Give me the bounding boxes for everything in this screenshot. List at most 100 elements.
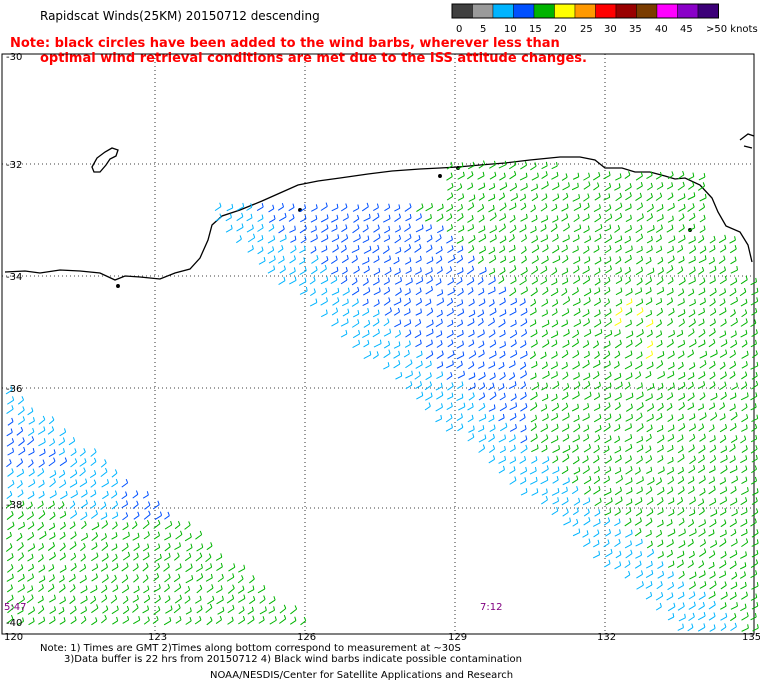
wind-barb — [405, 384, 413, 390]
wind-barb-tick — [608, 528, 612, 534]
wind-barb — [101, 588, 108, 594]
wind-barb — [561, 500, 569, 506]
wind-barb-tick — [345, 203, 348, 208]
wind-barb-tick — [587, 465, 590, 470]
wind-barb — [752, 491, 759, 496]
wind-barb-tick — [555, 351, 558, 356]
wind-barb-tick — [609, 318, 613, 323]
wind-barb — [290, 239, 297, 243]
wind-barb — [17, 610, 24, 615]
wind-barb — [478, 365, 485, 369]
wind-barb-tick — [544, 351, 547, 356]
wind-barb — [7, 451, 14, 456]
wind-barb — [447, 385, 454, 391]
wind-barb-tick — [712, 424, 715, 429]
wind-barb-tick — [556, 215, 559, 220]
wind-barb — [38, 462, 45, 468]
wind-barb — [425, 217, 432, 222]
wind-barb — [435, 237, 442, 243]
wind-barb-tick — [556, 319, 559, 324]
wind-barb-tick — [545, 361, 548, 366]
wind-barb-tick — [284, 234, 287, 239]
wind-barb — [677, 301, 685, 306]
wind-barb — [446, 301, 453, 307]
wind-barb — [531, 385, 539, 391]
wind-barb-tick — [482, 349, 485, 354]
wind-barb-tick — [452, 360, 454, 365]
wind-barb-tick — [609, 435, 612, 440]
wind-barb — [730, 269, 738, 274]
wind-barb — [414, 374, 421, 380]
wind-barb-tick — [536, 444, 539, 449]
wind-barb — [37, 557, 44, 563]
wind-barb-tick — [754, 465, 758, 470]
wind-barb — [551, 165, 558, 170]
wind-barb — [456, 270, 464, 275]
wind-barb-tick — [724, 307, 727, 312]
wind-barb — [80, 546, 86, 552]
wind-barb-tick — [734, 423, 737, 428]
wind-barb-tick — [85, 499, 88, 504]
wind-barb — [49, 598, 56, 603]
wind-barb — [100, 618, 107, 624]
wind-barb-tick — [724, 581, 727, 586]
wind-barb-tick — [157, 519, 161, 524]
wind-barb — [59, 514, 66, 519]
wind-barb — [320, 279, 328, 285]
wind-barb-tick — [620, 298, 623, 303]
wind-barb — [741, 406, 748, 412]
wind-barb-tick — [598, 392, 601, 397]
wind-barb — [688, 416, 696, 421]
wind-barb-tick — [85, 489, 88, 494]
wind-barb — [16, 483, 23, 489]
wind-barb — [571, 186, 579, 191]
wind-barb — [646, 249, 653, 254]
wind-barb — [363, 323, 370, 328]
wind-barb-tick — [502, 383, 505, 388]
wind-barb-tick — [693, 266, 696, 271]
wind-barb-tick — [608, 423, 611, 428]
wind-barb — [330, 279, 338, 284]
wind-barb — [730, 321, 738, 327]
wind-barb — [121, 482, 128, 488]
wind-barb — [488, 458, 495, 464]
wind-barb — [720, 395, 727, 400]
wind-barb — [636, 355, 643, 360]
wind-barb-tick — [472, 425, 475, 430]
wind-barb — [414, 247, 422, 253]
wind-barb — [573, 427, 581, 433]
wind-barb — [551, 207, 558, 212]
wind-barb — [750, 562, 758, 568]
wind-barb-tick — [724, 391, 727, 397]
wind-barb — [552, 237, 559, 242]
wind-barb-tick — [505, 182, 508, 187]
wind-barb — [730, 300, 738, 306]
wind-barb — [509, 174, 517, 180]
wind-barb-tick — [628, 171, 631, 176]
wind-barb-tick — [617, 361, 620, 366]
wind-barb-tick — [10, 584, 13, 589]
wind-barb-tick — [734, 245, 737, 250]
wind-barb — [256, 206, 264, 211]
wind-barb-tick — [641, 298, 644, 303]
wind-barb — [425, 354, 434, 360]
wind-barb-tick — [97, 522, 100, 527]
wind-barb — [7, 525, 15, 531]
wind-barb-tick — [671, 592, 674, 597]
wind-barb-tick — [640, 266, 644, 271]
wind-barb — [699, 491, 706, 496]
wind-barb — [69, 587, 76, 593]
wind-barb — [164, 515, 170, 520]
wind-barb — [698, 478, 706, 484]
wind-barb-tick — [126, 584, 130, 589]
wind-barb — [688, 594, 696, 600]
wind-barb — [310, 229, 317, 233]
wind-barb-tick — [451, 204, 454, 209]
wind-barb — [729, 291, 737, 297]
wind-barb-tick — [702, 182, 706, 187]
wind-barb-tick — [724, 275, 727, 280]
wind-barb-tick — [745, 275, 748, 280]
wind-barb — [698, 322, 705, 327]
wind-barb-tick — [441, 403, 443, 408]
wind-barb-tick — [745, 339, 748, 344]
